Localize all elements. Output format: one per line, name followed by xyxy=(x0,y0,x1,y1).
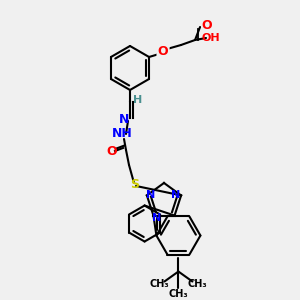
Text: N: N xyxy=(172,190,181,200)
Text: N: N xyxy=(152,212,161,223)
Text: O: O xyxy=(158,46,168,59)
Text: S: S xyxy=(130,178,140,191)
Text: N: N xyxy=(119,113,129,127)
Text: N: N xyxy=(146,190,155,200)
Text: CH₃: CH₃ xyxy=(150,278,169,289)
Text: O: O xyxy=(202,20,212,32)
Text: OH: OH xyxy=(202,33,220,43)
Text: CH₃: CH₃ xyxy=(169,289,188,298)
Text: CH₃: CH₃ xyxy=(188,278,207,289)
Text: O: O xyxy=(107,146,117,158)
Text: NH: NH xyxy=(112,128,132,140)
Text: H: H xyxy=(134,95,142,105)
